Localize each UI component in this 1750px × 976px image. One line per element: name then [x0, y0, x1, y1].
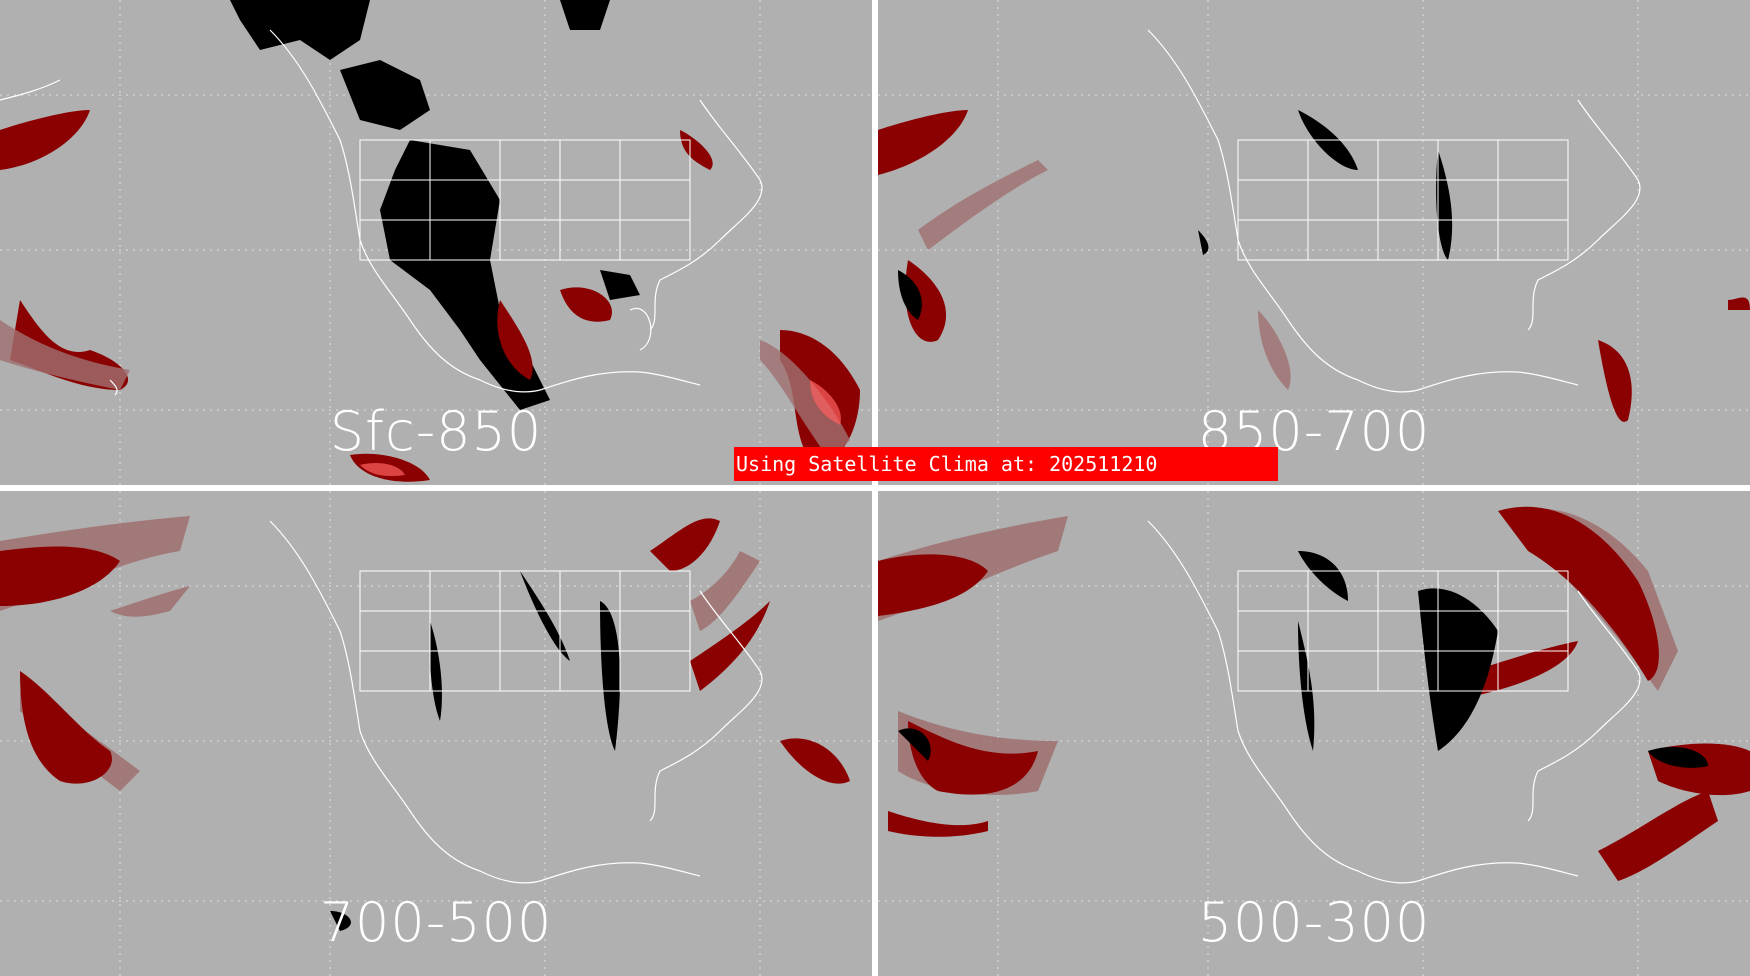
- moist-air-region: [878, 110, 1750, 422]
- map-panel-500-300: 500-300: [878, 491, 1750, 976]
- panel-label: 700-500: [319, 891, 553, 954]
- dry-air-region: [898, 110, 1453, 320]
- map-canvas: [878, 0, 1750, 485]
- coastline: [269, 520, 763, 884]
- moist-air-region: [0, 518, 850, 784]
- dry-air-region: [230, 0, 640, 410]
- map-panel-850-700: 850-700: [878, 0, 1750, 485]
- map-panel-700-500: 700-500: [0, 491, 872, 976]
- map-canvas: [878, 491, 1750, 976]
- coastline: [0, 29, 763, 396]
- map-canvas: [0, 0, 872, 485]
- dry-air-region: [330, 571, 620, 931]
- panel-label: Sfc-850: [329, 400, 543, 463]
- map-panel-sfc-850: Sfc-850: [0, 0, 872, 485]
- satellite-clima-banner: Using Satellite Clima at: 202511210: [734, 447, 1278, 481]
- panel-label: 500-300: [1197, 891, 1431, 954]
- map-canvas: [0, 491, 872, 976]
- coastline: [1147, 520, 1641, 884]
- moist-air-region: [878, 506, 1750, 881]
- coastline: [1147, 29, 1641, 393]
